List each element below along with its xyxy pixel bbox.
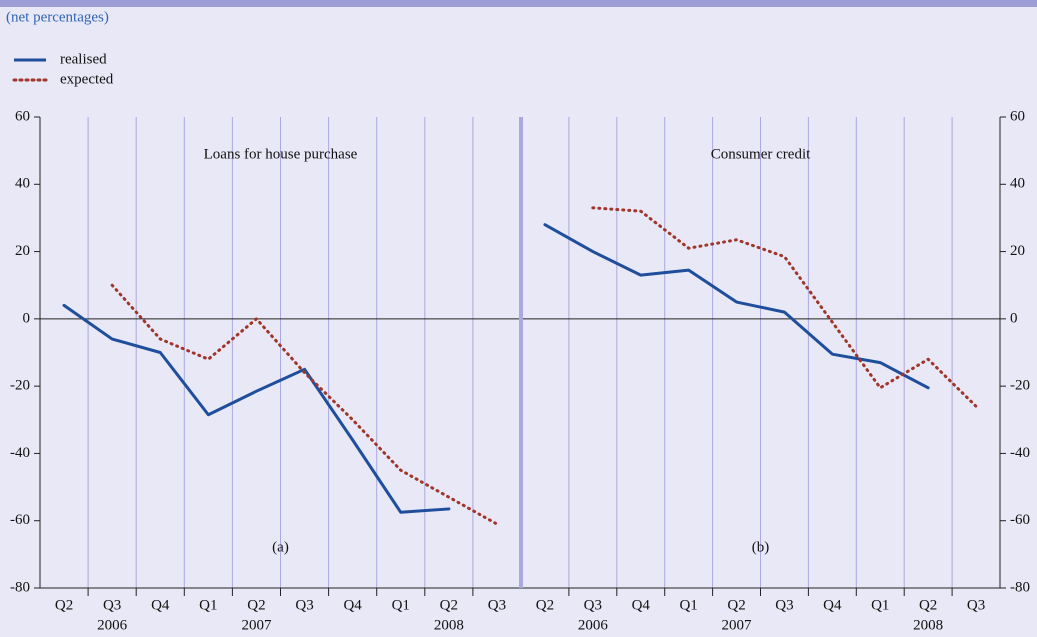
y-tick-label: -20 bbox=[1010, 378, 1030, 394]
y-tick-label: 60 bbox=[15, 108, 30, 124]
y-tick-label: -80 bbox=[10, 579, 30, 595]
y-tick-label: 0 bbox=[1010, 310, 1018, 326]
series-line bbox=[62, 303, 451, 514]
year-label: 2007 bbox=[241, 617, 272, 633]
panel-label: (b) bbox=[752, 539, 770, 555]
x-tick-label: Q2 bbox=[247, 597, 265, 613]
y-tick-label: 40 bbox=[15, 176, 30, 192]
legend-label: expected bbox=[60, 71, 114, 87]
x-tick-label: Q4 bbox=[151, 597, 170, 613]
panel-label: (a) bbox=[272, 539, 289, 555]
y-tick-label: -20 bbox=[10, 378, 30, 394]
x-tick-label: Q1 bbox=[199, 597, 217, 613]
year-label: 2006 bbox=[97, 617, 128, 633]
y-tick-label: 60 bbox=[1010, 108, 1025, 124]
y-tick-label: 20 bbox=[15, 243, 30, 259]
y-tick-label: 0 bbox=[23, 310, 31, 326]
subtitle: (net percentages) bbox=[6, 9, 109, 25]
y-tick-label: -80 bbox=[1010, 579, 1030, 595]
x-tick-label: Q3 bbox=[103, 597, 121, 613]
x-tick-label: Q2 bbox=[536, 597, 554, 613]
x-tick-label: Q4 bbox=[632, 597, 651, 613]
x-tick-label: Q2 bbox=[919, 597, 937, 613]
x-tick-label: Q2 bbox=[727, 597, 745, 613]
series-line bbox=[591, 206, 978, 408]
x-tick-label: Q1 bbox=[392, 597, 410, 613]
x-tick-label: Q4 bbox=[823, 597, 842, 613]
y-tick-label: -40 bbox=[1010, 445, 1030, 461]
legend-label: realised bbox=[60, 51, 107, 67]
panel-title: Loans for house purchase bbox=[204, 146, 358, 162]
x-tick-label: Q4 bbox=[343, 597, 362, 613]
x-tick-label: Q1 bbox=[679, 597, 697, 613]
panel-title: Consumer credit bbox=[711, 146, 811, 162]
year-label: 2008 bbox=[434, 617, 464, 633]
x-tick-label: Q3 bbox=[488, 597, 506, 613]
x-tick-label: Q3 bbox=[967, 597, 985, 613]
y-tick-label: 40 bbox=[1010, 176, 1025, 192]
y-tick-label: 20 bbox=[1010, 243, 1025, 259]
x-tick-label: Q2 bbox=[440, 597, 458, 613]
x-tick-label: Q1 bbox=[871, 597, 889, 613]
y-tick-label: -60 bbox=[10, 512, 30, 528]
year-label: 2008 bbox=[913, 617, 943, 633]
x-tick-label: Q2 bbox=[55, 597, 73, 613]
y-tick-label: -60 bbox=[1010, 512, 1030, 528]
x-tick-label: Q3 bbox=[584, 597, 602, 613]
x-tick-label: Q3 bbox=[295, 597, 313, 613]
year-label: 2007 bbox=[722, 617, 753, 633]
series-line bbox=[110, 283, 499, 526]
top-band bbox=[0, 0, 1037, 7]
series-line bbox=[543, 223, 930, 390]
x-tick-label: Q3 bbox=[775, 597, 793, 613]
year-label: 2006 bbox=[578, 617, 609, 633]
y-tick-label: -40 bbox=[10, 445, 30, 461]
